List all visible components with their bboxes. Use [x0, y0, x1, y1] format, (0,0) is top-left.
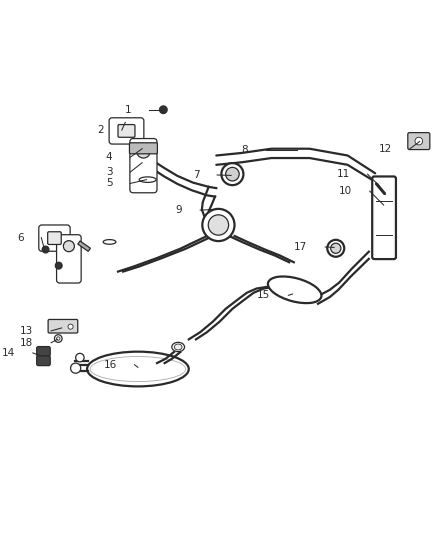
- Text: 9: 9: [176, 205, 182, 215]
- Ellipse shape: [172, 342, 184, 352]
- Text: 14: 14: [2, 348, 15, 358]
- FancyBboxPatch shape: [48, 232, 61, 245]
- Text: 8: 8: [241, 145, 248, 155]
- Text: 17: 17: [294, 242, 307, 252]
- Ellipse shape: [103, 240, 116, 244]
- Polygon shape: [78, 241, 90, 252]
- FancyBboxPatch shape: [372, 176, 396, 259]
- Text: 5: 5: [106, 179, 113, 189]
- Text: 1: 1: [125, 105, 131, 115]
- FancyBboxPatch shape: [408, 133, 430, 150]
- Circle shape: [64, 241, 74, 252]
- FancyBboxPatch shape: [109, 118, 144, 144]
- Circle shape: [68, 324, 73, 329]
- Circle shape: [42, 246, 49, 253]
- Circle shape: [159, 106, 167, 114]
- Ellipse shape: [174, 344, 182, 350]
- Ellipse shape: [139, 177, 156, 182]
- Text: 16: 16: [103, 360, 117, 370]
- Text: 6: 6: [17, 233, 24, 243]
- Circle shape: [327, 240, 344, 257]
- Text: 4: 4: [106, 152, 113, 162]
- Text: 2: 2: [97, 125, 104, 135]
- Circle shape: [137, 144, 150, 158]
- Circle shape: [54, 335, 62, 342]
- Text: 10: 10: [339, 186, 352, 196]
- FancyBboxPatch shape: [37, 346, 50, 357]
- FancyBboxPatch shape: [37, 356, 50, 366]
- Ellipse shape: [268, 277, 321, 303]
- Text: 15: 15: [257, 290, 271, 300]
- Circle shape: [76, 353, 84, 362]
- Circle shape: [57, 337, 60, 340]
- Circle shape: [71, 363, 81, 373]
- Text: 3: 3: [106, 167, 113, 177]
- Circle shape: [221, 163, 244, 185]
- Circle shape: [202, 209, 234, 241]
- Text: 12: 12: [379, 144, 392, 154]
- FancyBboxPatch shape: [48, 319, 78, 333]
- FancyBboxPatch shape: [39, 225, 70, 251]
- Circle shape: [415, 138, 423, 145]
- Circle shape: [226, 167, 239, 181]
- FancyBboxPatch shape: [130, 143, 157, 154]
- FancyBboxPatch shape: [57, 235, 81, 283]
- FancyBboxPatch shape: [130, 139, 157, 193]
- Text: 11: 11: [336, 169, 350, 179]
- FancyBboxPatch shape: [118, 125, 135, 138]
- Ellipse shape: [87, 352, 189, 386]
- Circle shape: [55, 262, 62, 269]
- Text: 7: 7: [193, 170, 199, 180]
- Circle shape: [331, 243, 341, 253]
- Circle shape: [208, 215, 229, 235]
- Text: 18: 18: [20, 338, 33, 348]
- Text: 13: 13: [20, 326, 33, 336]
